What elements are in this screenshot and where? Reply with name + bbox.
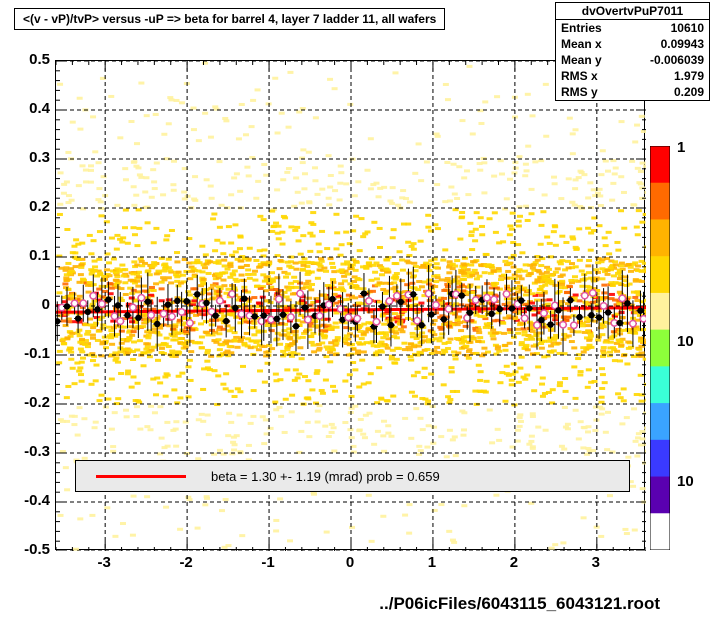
x-tick-label: 3 (592, 554, 600, 571)
y-tick-label: -0.2 (0, 394, 50, 411)
colorbar-top-label: 1 (677, 139, 685, 156)
stats-rmsx-label: RMS x (561, 69, 598, 83)
colorbar-svg (650, 146, 670, 550)
colorbar (650, 146, 670, 550)
stats-meanx-label: Mean x (561, 37, 602, 51)
y-tick-label: 0.4 (0, 100, 50, 117)
x-tick-label: -1 (261, 554, 274, 571)
y-tick-label: -0.4 (0, 492, 50, 509)
stats-meany: -0.006039 (650, 53, 704, 67)
stats-rmsx: 1.979 (674, 69, 704, 83)
fit-legend-text: beta = 1.30 +- 1.19 (mrad) prob = 0.659 (211, 469, 440, 484)
x-tick-label: 2 (510, 554, 518, 571)
stats-box: dvOvertvPuP7011 Entries 10610 Mean x 0.099… (555, 2, 710, 101)
stats-rmsy-label: RMS y (561, 85, 598, 99)
y-tick-label: 0.2 (0, 198, 50, 215)
x-tick-label: 1 (428, 554, 436, 571)
fit-line-sample (96, 475, 186, 478)
stats-rmsy: 0.209 (674, 85, 704, 99)
x-tick-label: -2 (179, 554, 192, 571)
colorbar-tick-1: 10 (677, 473, 694, 490)
file-path-footer: ../P06icFiles/6043115_6043121.root (379, 594, 660, 614)
colorbar-tick-0: 10 (677, 333, 694, 350)
y-tick-label: 0 (0, 296, 50, 313)
chart-title: <(v - vP)/tvP> versus -uP => beta for ba… (14, 8, 445, 30)
stats-entries-label: Entries (561, 21, 602, 35)
y-tick-label: -0.5 (0, 541, 50, 558)
fit-legend: beta = 1.30 +- 1.19 (mrad) prob = 0.659 (75, 460, 630, 492)
stats-meany-label: Mean y (561, 53, 602, 67)
y-tick-label: 0.3 (0, 149, 50, 166)
y-tick-label: 0.5 (0, 51, 50, 68)
y-tick-label: 0.1 (0, 247, 50, 264)
stats-entries: 10610 (671, 21, 704, 35)
stats-meanx: 0.09943 (661, 37, 704, 51)
stats-name: dvOvertvPuP7011 (556, 3, 709, 20)
y-tick-label: -0.1 (0, 345, 50, 362)
y-tick-label: -0.3 (0, 443, 50, 460)
x-tick-label: 0 (346, 554, 354, 571)
x-tick-label: -3 (97, 554, 110, 571)
